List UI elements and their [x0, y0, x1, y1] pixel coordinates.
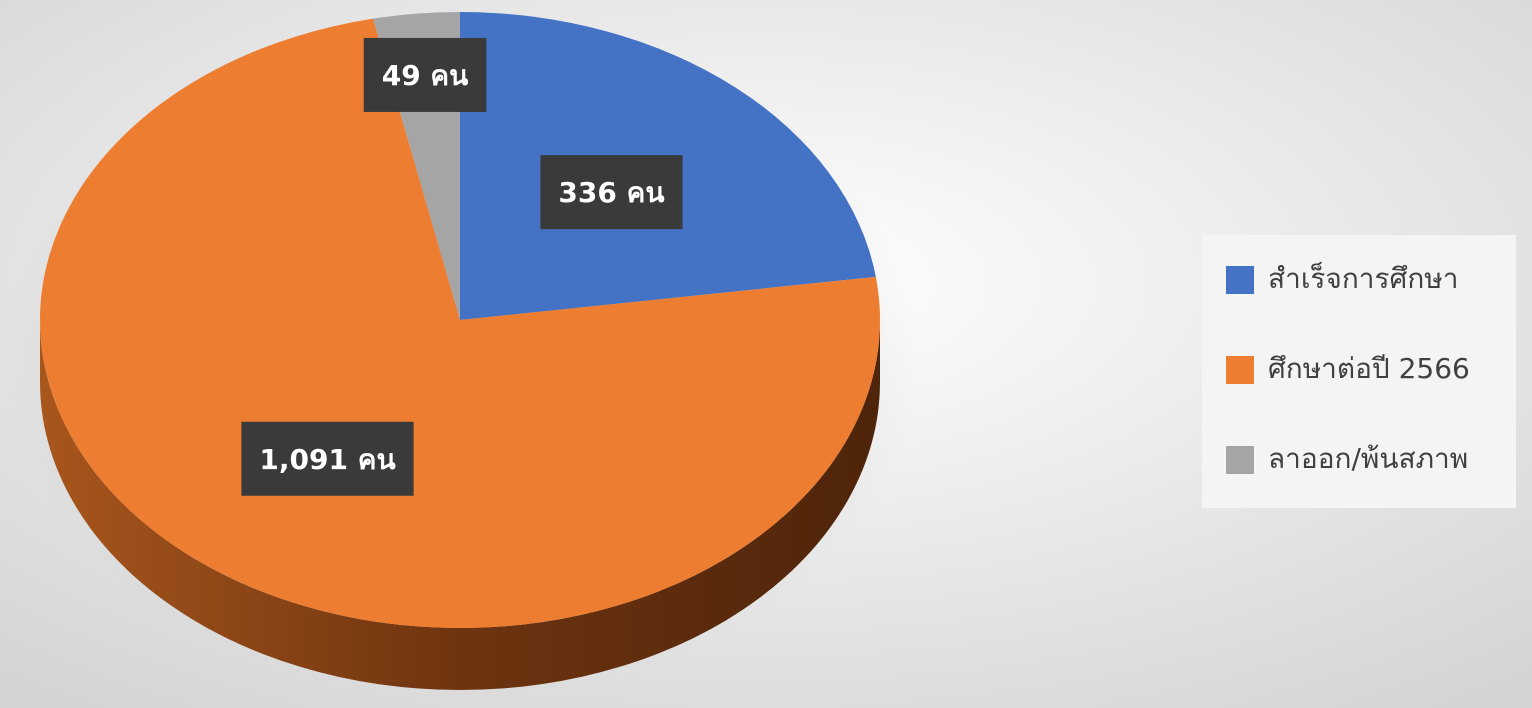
data-label: 49 คน [382, 59, 469, 92]
legend-label: ศึกษาต่อปี 2566 [1268, 352, 1470, 385]
data-label: 1,091 คน [259, 443, 395, 476]
data-label: 336 คน [558, 176, 664, 209]
legend-box [1202, 235, 1516, 508]
legend-swatch [1226, 266, 1254, 294]
legend-swatch [1226, 356, 1254, 384]
data-label-box [540, 155, 683, 230]
legend-label: สำเร็จการศึกษา [1268, 261, 1458, 295]
legend-swatch [1226, 446, 1254, 474]
pie-side [40, 320, 880, 690]
legend-label: ลาออก/พ้นสภาพ [1268, 442, 1468, 475]
pie: 336 คน 1,091 คน 49 คน [0, 12, 920, 698]
data-label-box [241, 421, 414, 496]
data-label-box [363, 37, 487, 112]
